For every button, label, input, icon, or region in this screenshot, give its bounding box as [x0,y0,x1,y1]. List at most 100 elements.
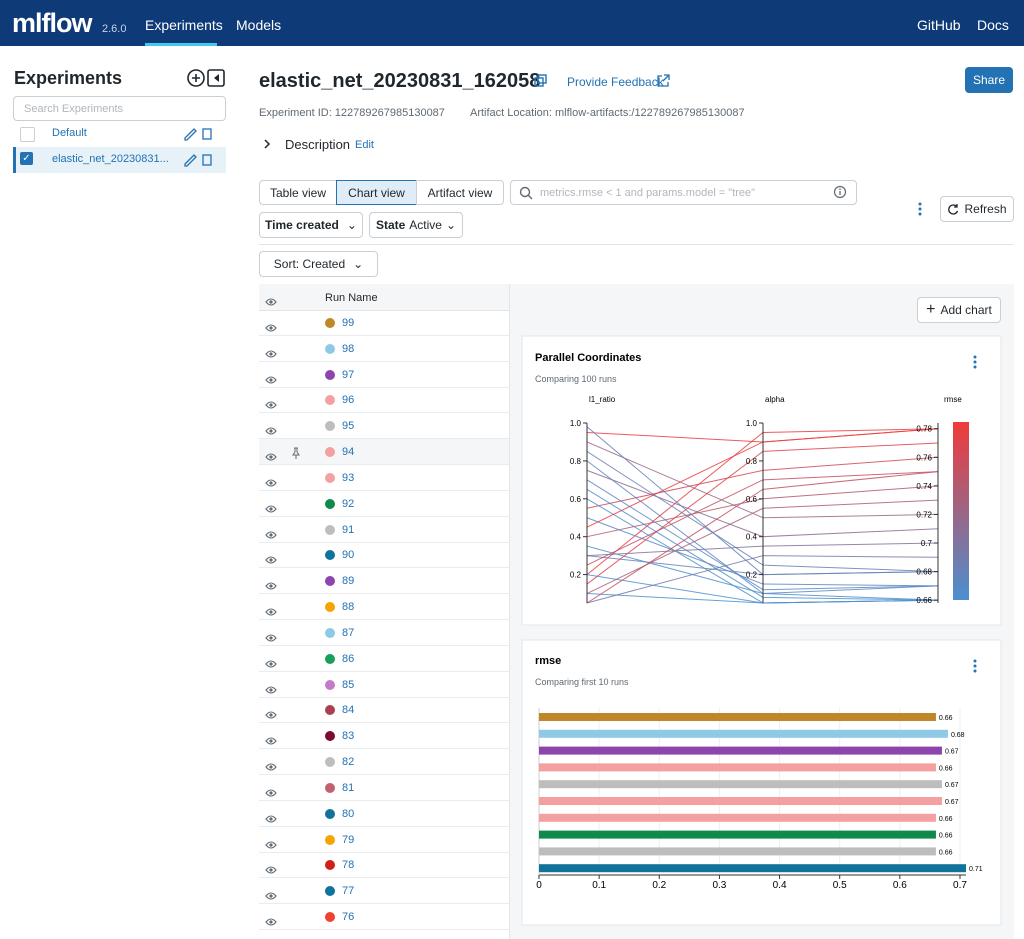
run-color [325,627,335,638]
eye-icon[interactable] [265,810,277,828]
chevron[interactable] [262,139,272,149]
view-toggle[interactable]: Table view [259,180,337,205]
eye-icon[interactable] [265,732,277,750]
eye-icon[interactable] [265,448,277,466]
run-row [259,749,509,776]
logo[interactable]: mlflow [12,8,92,38]
row-icons[interactable] [183,125,215,167]
eye-icon[interactable] [265,422,277,440]
search-icon [519,186,533,200]
run-color [325,886,335,897]
eye-icon[interactable] [265,345,277,363]
nav-tab[interactable]: Experiments [145,17,223,33]
run-link[interactable]: 81 [342,781,355,794]
run-link[interactable]: 96 [342,394,355,407]
run-link[interactable]: 98 [342,342,355,355]
checkbox-checked[interactable]: ✓ [20,152,33,165]
run-link[interactable]: 84 [342,704,355,717]
run-link[interactable]: 76 [342,911,355,924]
nav-tab[interactable]: Models [236,17,282,33]
eye-icon[interactable] [265,577,277,595]
run-color [325,421,335,432]
run-link[interactable]: 95 [342,420,355,433]
view-toggle-active[interactable]: Chart view [336,180,417,205]
nav-link[interactable]: Docs [977,17,1009,33]
add-chart-button[interactable]: + Add chart [917,297,1001,323]
run-row [259,387,509,414]
table-header [259,284,509,311]
run-color [325,602,335,613]
run-link[interactable]: 91 [342,523,355,536]
eye-icon[interactable] [265,319,277,337]
selected-row[interactable] [13,147,226,173]
eye-icon[interactable] [265,526,277,544]
refresh-icon [948,204,959,215]
run-link[interactable]: 78 [342,859,355,872]
run-link[interactable]: 80 [342,807,355,820]
feedback-link[interactable]: Provide Feedback [567,75,664,89]
eye-icon[interactable] [265,474,277,492]
artifact-location: Artifact Location: mlflow-artifacts:/122… [470,107,745,119]
run-link[interactable]: 82 [342,756,355,769]
eye-icon[interactable] [265,836,277,854]
eye-icon[interactable] [265,706,277,724]
copy-icon[interactable] [534,74,548,88]
eye-icon[interactable] [265,396,277,414]
checkbox[interactable] [20,127,35,142]
search-input[interactable]: Search Experiments [13,96,226,121]
eye-icon[interactable] [265,551,277,569]
run-row [259,336,509,362]
run-color [325,731,335,742]
run-link[interactable]: 88 [342,601,355,614]
placeholder: Search Experiments [24,103,124,115]
run-row [259,904,509,931]
run-link[interactable]: 93 [342,471,355,484]
sidebar-title: Experiments [14,68,123,88]
eye-icon[interactable] [265,629,277,647]
run-link[interactable]: 83 [342,730,355,743]
run-link[interactable]: 77 [342,885,355,898]
run-search[interactable]: metrics.rmse < 1 and params.model = "tre… [510,180,857,205]
eye-icon[interactable] [265,603,277,621]
run-link[interactable]: 87 [342,626,355,639]
eye-icon[interactable] [265,655,277,673]
run-link[interactable]: 86 [342,652,355,665]
sidebar-icons[interactable] [186,68,228,88]
eye-icon[interactable] [265,681,277,699]
eye-icon[interactable] [265,861,277,879]
eye-icon[interactable] [265,913,277,931]
eye-icon[interactable] [265,371,277,389]
run-row [259,362,509,388]
eye-icon[interactable] [265,887,277,905]
nav-link[interactable]: GitHub [917,17,961,33]
eye-icon[interactable] [265,500,277,518]
run-link[interactable]: 92 [342,497,355,510]
column-header: Run Name [325,292,378,304]
experiment-link[interactable]: elastic_net_20230831... [52,153,169,165]
run-link[interactable]: 85 [342,678,355,691]
eye-icon[interactable] [265,784,277,802]
eye-icon[interactable] [265,293,277,311]
time-filter[interactable]: Time created ⌄ [259,212,363,238]
run-link[interactable]: 79 [342,833,355,846]
state-filter[interactable]: State Active ⌄ [369,212,463,238]
eye-icon[interactable] [265,758,277,776]
run-color [325,808,335,819]
run-link[interactable]: 89 [342,575,355,588]
run-link[interactable]: 90 [342,549,355,562]
refresh-button[interactable]: Refresh [940,196,1014,222]
run-row [259,775,509,801]
share-button[interactable]: Share [965,67,1013,93]
sort-button[interactable]: Sort: Created ⌄ [259,251,378,277]
experiment-link[interactable]: Default [52,127,87,139]
run-color [325,705,335,716]
run-link[interactable]: 97 [342,368,355,381]
view-toggle[interactable]: Artifact view [416,180,504,205]
run-link[interactable]: 94 [342,446,355,459]
info-icon[interactable] [833,185,847,199]
edit-link[interactable]: Edit [355,139,374,151]
run-link[interactable]: 99 [342,317,355,329]
sort-label: Sort: Created [273,257,346,271]
run-row [259,542,509,569]
more-menu[interactable] [916,201,924,217]
